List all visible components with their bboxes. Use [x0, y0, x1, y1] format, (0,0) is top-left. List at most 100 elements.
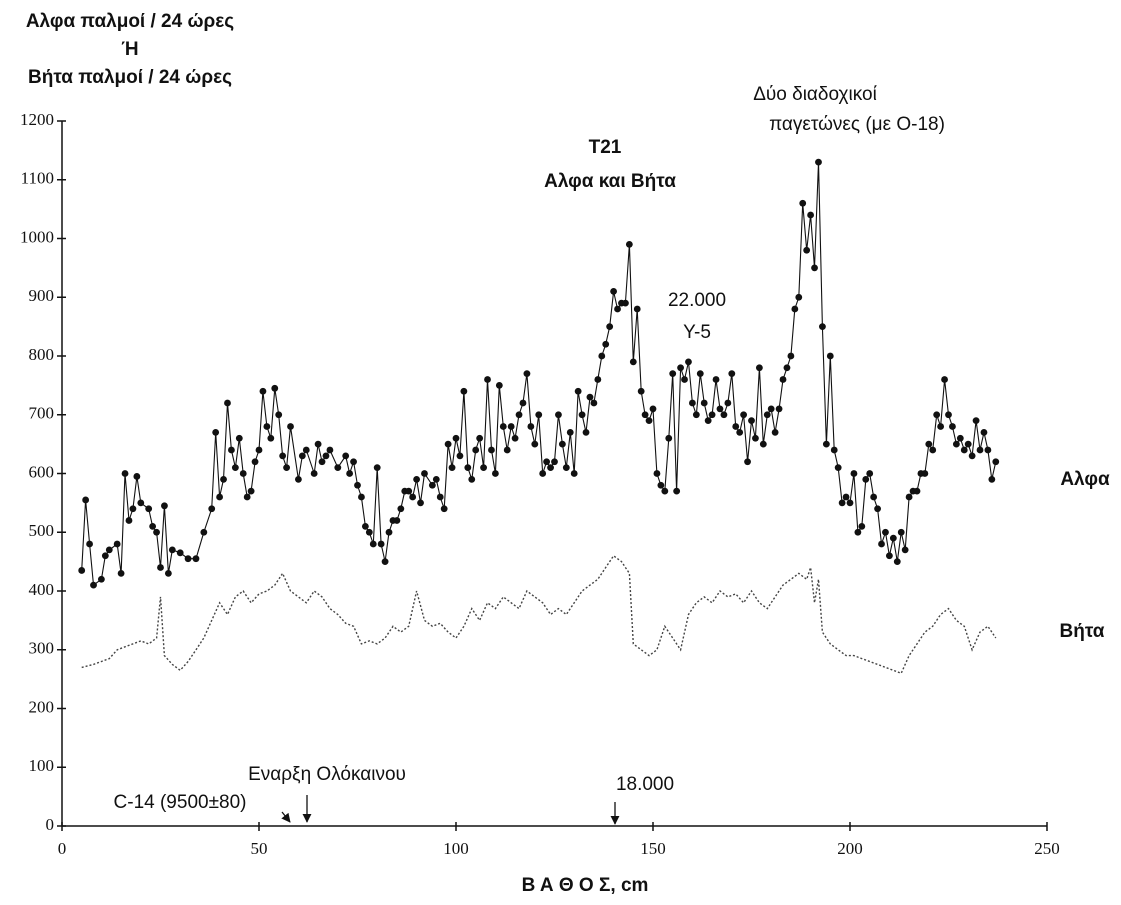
y-axis-title: Βήτα παλμοί / 24 ώρες	[28, 67, 232, 88]
data-point	[220, 475, 227, 483]
data-point	[547, 464, 554, 472]
data-point	[913, 487, 921, 495]
series-label: Βήτα	[1060, 621, 1105, 642]
y-tick-label: 800	[29, 345, 55, 364]
data-point	[413, 475, 420, 483]
data-point	[665, 434, 673, 442]
data-point	[184, 555, 192, 563]
annotation: Εναρξη Ολόκαινου	[248, 764, 406, 785]
y-tick-label: 1200	[20, 110, 54, 129]
x-tick-label: 50	[251, 839, 268, 858]
data-point	[271, 384, 279, 392]
data-point	[988, 475, 996, 483]
y-tick-label: 1100	[21, 169, 54, 188]
data-point	[846, 499, 854, 507]
data-point	[767, 405, 775, 413]
data-point	[779, 376, 787, 383]
data-point	[298, 452, 306, 460]
data-point	[113, 540, 121, 548]
data-point	[208, 505, 216, 513]
data-point	[492, 470, 499, 477]
data-point	[228, 446, 235, 454]
y-tick-label: 1000	[20, 227, 54, 246]
y-tick-label: 500	[29, 521, 55, 540]
data-point	[637, 387, 645, 395]
x-tick-label: 250	[1034, 839, 1060, 858]
data-point	[562, 464, 570, 472]
data-point	[862, 475, 870, 483]
data-point	[657, 481, 665, 489]
data-point	[539, 470, 547, 477]
data-point	[799, 199, 807, 207]
data-point	[952, 440, 960, 448]
data-point	[708, 411, 716, 419]
data-point	[444, 440, 452, 448]
data-point	[417, 499, 424, 507]
data-point	[610, 287, 617, 295]
data-point	[145, 505, 153, 513]
data-point	[972, 417, 980, 425]
data-point	[673, 487, 681, 495]
data-point	[247, 487, 255, 495]
data-point	[889, 534, 897, 542]
data-point	[771, 428, 779, 436]
data-point	[886, 552, 893, 560]
data-point	[235, 434, 243, 442]
data-point	[354, 481, 361, 489]
data-point	[82, 496, 90, 504]
data-point	[669, 370, 677, 378]
data-point	[590, 399, 598, 407]
data-point	[499, 423, 507, 430]
data-point	[704, 417, 712, 425]
data-point	[795, 293, 803, 301]
data-point	[78, 567, 86, 574]
data-point	[740, 411, 748, 419]
data-point	[696, 370, 704, 378]
data-point	[842, 493, 850, 501]
data-point	[287, 423, 294, 430]
data-point	[826, 352, 834, 360]
y-tick-label: 400	[29, 580, 55, 599]
data-point	[555, 411, 562, 419]
data-point	[350, 458, 357, 466]
y-tick-label: 300	[29, 639, 55, 658]
chart-subtitle: Αλφα και Βήτα	[544, 171, 676, 192]
data-point	[850, 470, 858, 477]
data-point	[361, 522, 369, 530]
y-axis-title: Ή	[121, 39, 138, 60]
data-point	[602, 340, 610, 348]
data-point	[393, 517, 401, 524]
data-point	[318, 458, 326, 466]
data-point	[724, 399, 732, 407]
data-point	[803, 246, 811, 254]
data-point	[901, 546, 909, 554]
data-point	[728, 370, 736, 378]
data-point	[641, 411, 649, 419]
data-point	[275, 411, 283, 419]
data-point	[929, 446, 937, 454]
data-point	[775, 405, 783, 413]
series-line	[81, 554, 997, 675]
data-point	[511, 434, 519, 442]
data-point	[101, 552, 109, 560]
data-point	[933, 411, 941, 419]
data-point	[960, 446, 968, 454]
data-point	[192, 555, 200, 563]
series-label: Αλφα	[1060, 469, 1110, 490]
data-point	[685, 358, 692, 366]
data-point	[878, 540, 885, 548]
data-point	[811, 264, 818, 272]
data-point	[551, 458, 558, 466]
data-point	[956, 434, 964, 442]
data-point	[759, 440, 767, 448]
data-point	[279, 452, 287, 460]
data-point	[523, 370, 531, 378]
data-point	[90, 581, 97, 589]
data-point	[921, 470, 929, 477]
data-point	[535, 411, 543, 419]
series-line	[81, 162, 997, 587]
data-point	[295, 475, 302, 483]
annotation: C-14 (9500±80)	[114, 792, 247, 813]
data-point	[436, 493, 444, 501]
y-tick-label: 200	[29, 697, 55, 716]
